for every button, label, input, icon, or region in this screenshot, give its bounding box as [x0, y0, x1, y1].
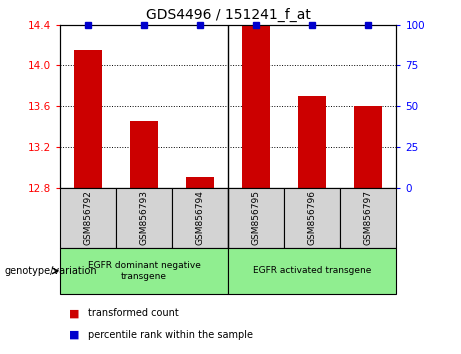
- Bar: [60, 248, 228, 294]
- Text: transformed count: transformed count: [88, 308, 178, 318]
- Text: GSM856794: GSM856794: [195, 190, 205, 245]
- Text: EGFR activated transgene: EGFR activated transgene: [253, 266, 372, 275]
- Bar: [228, 248, 396, 294]
- Text: ■: ■: [69, 308, 80, 318]
- Text: ■: ■: [69, 330, 80, 339]
- Bar: [186, 177, 214, 188]
- Bar: [74, 50, 102, 188]
- Text: percentile rank within the sample: percentile rank within the sample: [88, 330, 253, 339]
- Bar: [242, 25, 270, 188]
- Title: GDS4496 / 151241_f_at: GDS4496 / 151241_f_at: [146, 8, 311, 22]
- Text: GSM856797: GSM856797: [364, 190, 373, 245]
- Bar: [228, 188, 284, 248]
- Bar: [116, 188, 172, 248]
- Text: GSM856796: GSM856796: [308, 190, 317, 245]
- Bar: [172, 188, 228, 248]
- Bar: [130, 121, 158, 188]
- Text: GSM856792: GSM856792: [83, 190, 93, 245]
- Bar: [284, 188, 340, 248]
- Text: GSM856795: GSM856795: [252, 190, 261, 245]
- Text: genotype/variation: genotype/variation: [5, 266, 97, 276]
- Text: GSM856793: GSM856793: [140, 190, 148, 245]
- Bar: [355, 106, 383, 188]
- Bar: [60, 188, 116, 248]
- Text: EGFR dominant negative
transgene: EGFR dominant negative transgene: [88, 261, 201, 280]
- Bar: [340, 188, 396, 248]
- Bar: [298, 96, 326, 188]
